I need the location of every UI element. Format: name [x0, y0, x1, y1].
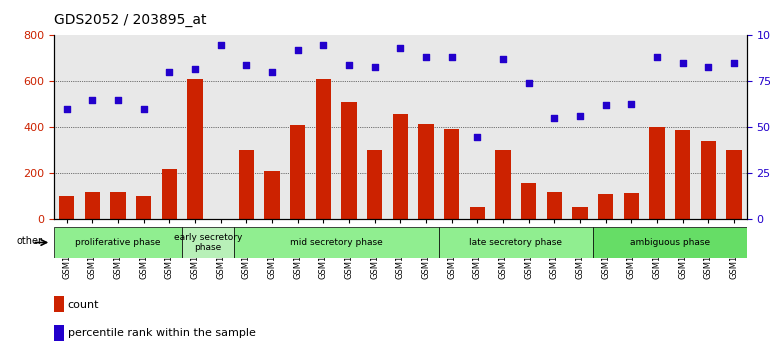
Bar: [701, 141, 716, 219]
Point: [112, 97, 124, 103]
Text: early secretory
phase: early secretory phase: [174, 233, 242, 252]
Bar: [521, 183, 537, 219]
Point: [446, 55, 458, 60]
Point: [369, 64, 381, 69]
Bar: [162, 169, 177, 219]
Bar: [495, 150, 511, 219]
Bar: [341, 102, 357, 219]
Point: [600, 103, 612, 108]
FancyBboxPatch shape: [439, 227, 593, 258]
Point: [61, 106, 73, 112]
FancyBboxPatch shape: [54, 227, 182, 258]
Bar: [598, 194, 614, 219]
Bar: [367, 150, 383, 219]
Text: percentile rank within the sample: percentile rank within the sample: [68, 328, 256, 338]
Text: count: count: [68, 299, 99, 310]
Bar: [239, 150, 254, 219]
Point: [625, 101, 638, 106]
Point: [728, 60, 740, 66]
Bar: [187, 79, 203, 219]
Bar: [444, 129, 460, 219]
Bar: [290, 125, 306, 219]
Text: ambiguous phase: ambiguous phase: [630, 238, 710, 247]
Bar: [59, 196, 75, 219]
FancyBboxPatch shape: [593, 227, 747, 258]
Bar: [54, 296, 65, 312]
Point: [677, 60, 689, 66]
Bar: [85, 192, 100, 219]
Point: [240, 62, 253, 68]
Point: [497, 57, 509, 62]
Bar: [547, 192, 562, 219]
FancyBboxPatch shape: [233, 227, 439, 258]
Bar: [675, 130, 691, 219]
Point: [574, 114, 586, 119]
Bar: [393, 114, 408, 219]
Bar: [418, 124, 434, 219]
Bar: [726, 150, 742, 219]
Bar: [54, 325, 65, 341]
Text: other: other: [16, 236, 42, 246]
Point: [317, 42, 330, 47]
Bar: [624, 193, 639, 219]
Text: GDS2052 / 203895_at: GDS2052 / 203895_at: [54, 12, 206, 27]
Point: [394, 45, 407, 51]
Point: [266, 69, 278, 75]
Bar: [649, 127, 665, 219]
Point: [651, 55, 663, 60]
Point: [86, 97, 99, 103]
Text: late secretory phase: late secretory phase: [470, 238, 562, 247]
Bar: [470, 207, 485, 219]
Bar: [572, 207, 588, 219]
Point: [138, 106, 150, 112]
Point: [189, 66, 201, 72]
Point: [163, 69, 176, 75]
Bar: [316, 79, 331, 219]
Point: [215, 42, 227, 47]
Point: [471, 134, 484, 139]
FancyBboxPatch shape: [182, 227, 233, 258]
Point: [292, 47, 304, 53]
Point: [523, 80, 535, 86]
Text: mid secretory phase: mid secretory phase: [290, 238, 383, 247]
Text: proliferative phase: proliferative phase: [75, 238, 161, 247]
Point: [702, 64, 715, 69]
Point: [420, 55, 432, 60]
Point: [548, 115, 561, 121]
Bar: [110, 192, 126, 219]
Point: [343, 62, 355, 68]
Bar: [264, 171, 280, 219]
Bar: [136, 196, 152, 219]
